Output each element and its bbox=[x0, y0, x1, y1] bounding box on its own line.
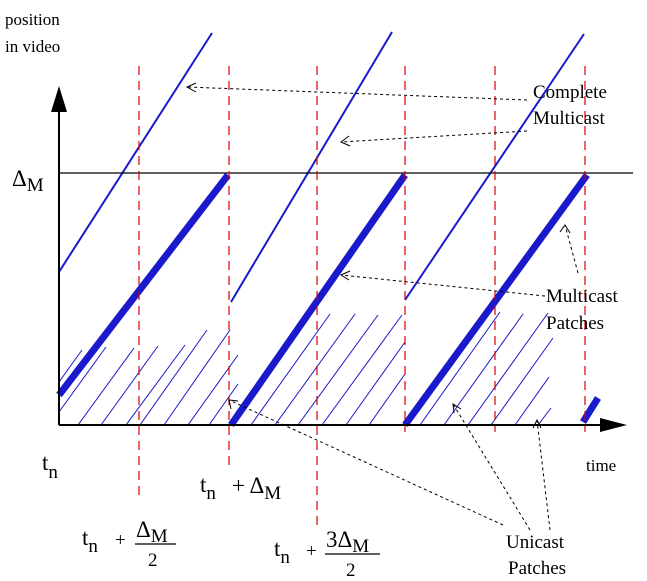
tick-full-plus-delta: + ΔM bbox=[232, 473, 281, 504]
arrowhead bbox=[340, 135, 351, 147]
multicast-patch-line bbox=[56, 172, 231, 398]
unicast-patch-line bbox=[419, 311, 501, 425]
multicast-patches-label-line2: Patches bbox=[546, 313, 604, 334]
multicast-patches-arrow-1 bbox=[340, 274, 546, 297]
tick-half-denominator: 2 bbox=[148, 550, 158, 571]
unicast-patch-line bbox=[321, 314, 403, 425]
unicast-patches-arrow-1 bbox=[228, 399, 504, 526]
tick-3half-denominator: 2 bbox=[346, 560, 356, 581]
tick-3half-plus: + bbox=[306, 541, 317, 562]
unicast-patch-line bbox=[77, 347, 135, 425]
multicast-patch-line bbox=[228, 173, 408, 427]
y-axis-label-line2: in video bbox=[5, 37, 60, 56]
unicast-patches-label-line2: Patches bbox=[508, 558, 566, 579]
tick-3half-numerator: 3ΔM bbox=[326, 527, 369, 557]
complete-multicast-arrow-2 bbox=[340, 130, 528, 143]
arrowhead bbox=[228, 399, 239, 410]
tick-full-t: tn bbox=[200, 472, 216, 504]
unicast-patch-line bbox=[125, 344, 186, 425]
complete-multicast-label-line1: Complete bbox=[533, 82, 607, 103]
complete-multicast-line bbox=[230, 31, 393, 303]
multicast-patches bbox=[56, 172, 601, 428]
time-guides bbox=[138, 66, 586, 530]
unicast-patch-line bbox=[368, 373, 406, 425]
complete-multicast-line bbox=[58, 32, 213, 273]
complete-multicast-arrow-1 bbox=[186, 86, 528, 101]
unicast-patch-line bbox=[274, 313, 356, 425]
time-axis-label: time bbox=[586, 456, 616, 475]
unicast-patch-line bbox=[467, 312, 549, 425]
unicast-patch-line bbox=[443, 313, 524, 425]
unicast-patches-arrow-2 bbox=[452, 403, 531, 531]
delta-m-tick-label: ΔM bbox=[12, 166, 44, 196]
arrowhead bbox=[559, 224, 571, 234]
multicast-patches-label-line1: Multicast bbox=[546, 286, 618, 307]
unicast-patch-line bbox=[59, 349, 83, 383]
arrowhead bbox=[339, 270, 351, 281]
annotation-arrows bbox=[186, 86, 579, 531]
arrowhead bbox=[532, 418, 542, 429]
tick-half-plus: + bbox=[115, 530, 126, 551]
unicast-patch-line bbox=[514, 376, 550, 425]
annotation-arrowheads bbox=[185, 82, 571, 429]
unicast-patch-line bbox=[100, 345, 159, 425]
multicast-patches-arrow-2 bbox=[564, 224, 579, 274]
unicast-patch-line bbox=[163, 329, 231, 425]
unicast-patch-line bbox=[187, 354, 239, 425]
tick-3half-t: tn bbox=[274, 536, 290, 568]
y-axis-arrowhead bbox=[51, 86, 67, 112]
unicast-patch-line bbox=[490, 337, 554, 425]
complete-multicast-label-line2: Multicast bbox=[533, 108, 605, 129]
arrowhead bbox=[185, 82, 197, 93]
complete-multicast-line bbox=[404, 33, 585, 301]
unicast-patch-line bbox=[537, 407, 552, 425]
x-axis-arrowhead bbox=[600, 418, 627, 432]
unicast-patch-line bbox=[297, 314, 379, 425]
axes bbox=[51, 86, 633, 432]
labels: position in video ΔM tn time Complete Mu… bbox=[5, 10, 618, 581]
complete-multicast-lines bbox=[58, 31, 585, 303]
arrowhead bbox=[452, 403, 462, 414]
unicast-patch-hatching bbox=[59, 311, 554, 425]
tick-half-t: tn bbox=[82, 525, 98, 557]
tick-half-numerator: ΔM bbox=[136, 517, 168, 547]
tn-label: tn bbox=[42, 450, 58, 483]
unicast-patch-line bbox=[250, 313, 331, 425]
unicast-patch-line bbox=[208, 383, 239, 425]
unicast-patch-line bbox=[139, 329, 208, 425]
unicast-patch-line bbox=[59, 346, 107, 413]
unicast-patches-label-line1: Unicast bbox=[506, 532, 565, 553]
unicast-patch-line bbox=[345, 341, 406, 425]
unicast-patches-arrow-3 bbox=[536, 419, 551, 531]
y-axis-label-line1: position bbox=[5, 10, 60, 29]
multicast-patch-line bbox=[402, 172, 590, 428]
